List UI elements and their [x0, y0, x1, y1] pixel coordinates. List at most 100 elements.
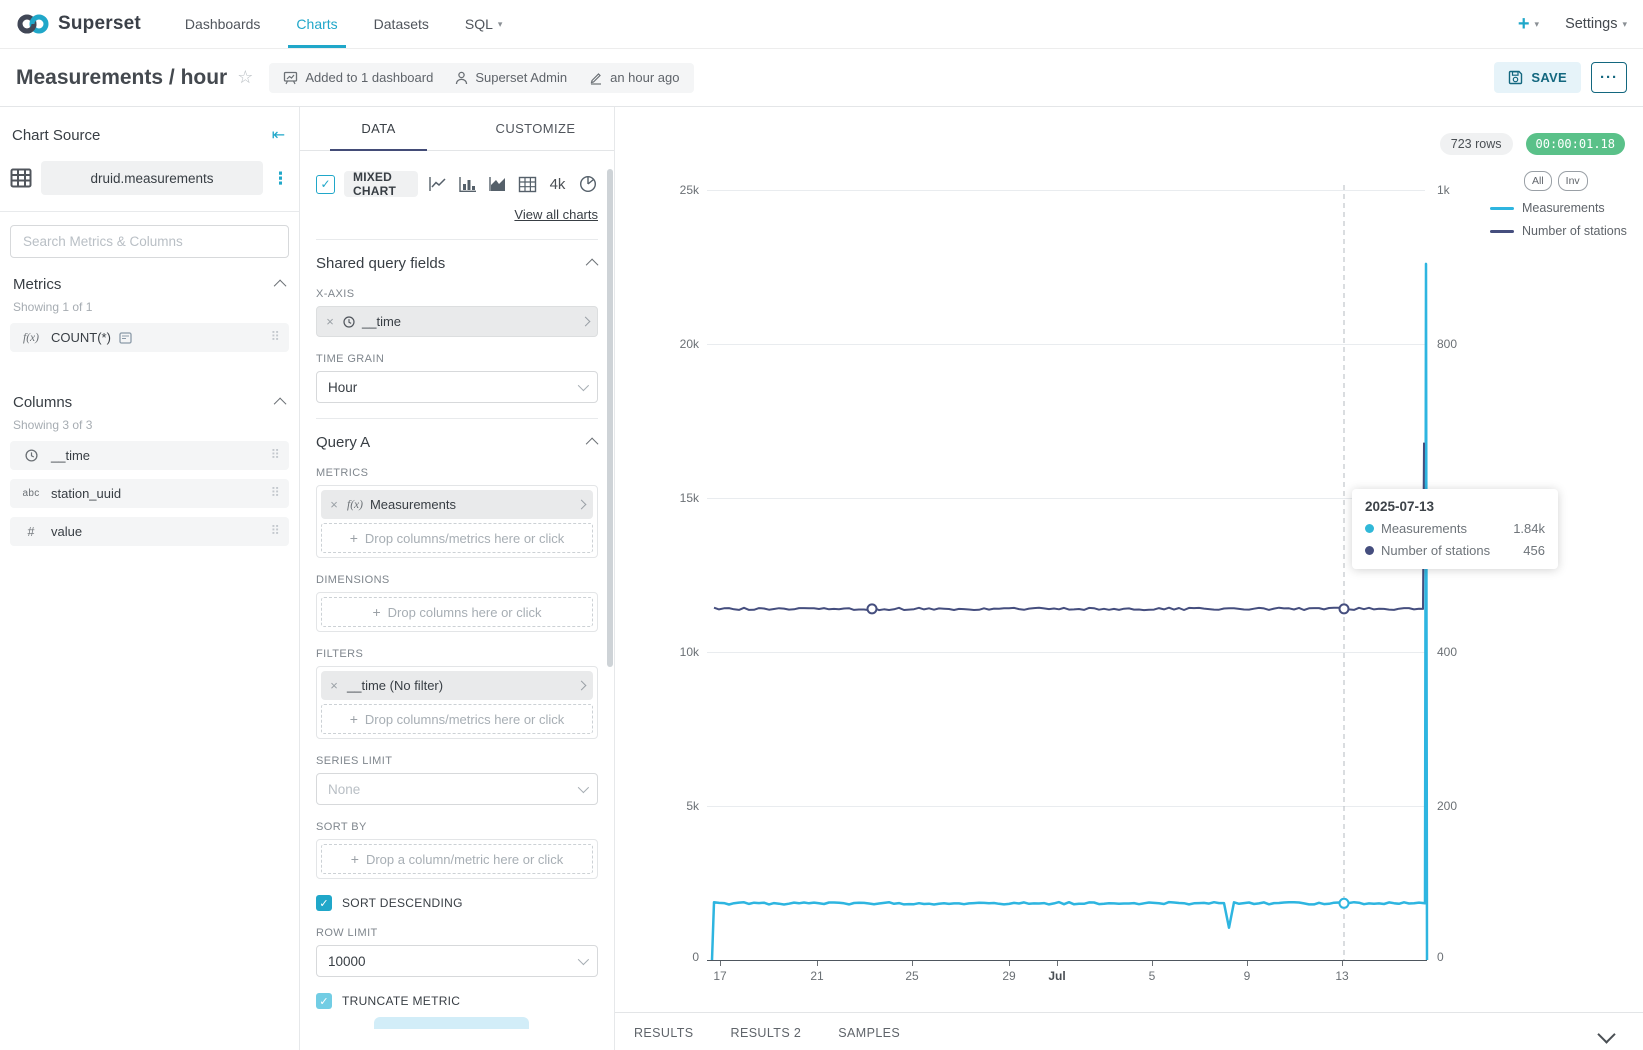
new-item-button[interactable]: + ▾	[1518, 13, 1539, 36]
x-axis-tick: 25	[905, 969, 919, 983]
controls-tabs: DATA CUSTOMIZE	[300, 107, 614, 151]
area-chart-icon[interactable]	[487, 174, 508, 194]
caret-down-icon: ▾	[497, 18, 503, 29]
y-axis-left-tick: 15k	[679, 491, 699, 505]
more-options-button[interactable]: ···	[1591, 62, 1627, 93]
x-axis-tick-month: Jul	[1048, 969, 1066, 983]
chevron-right-icon[interactable]	[573, 316, 597, 327]
search-box	[10, 225, 289, 258]
legend-item-number-of-stations[interactable]: Number of stations	[1490, 224, 1627, 238]
remove-icon[interactable]: ×	[326, 314, 334, 329]
legend-all-button[interactable]: All	[1524, 171, 1552, 191]
remove-icon[interactable]: ×	[330, 678, 338, 693]
time-grain-select[interactable]: Hour	[316, 371, 598, 403]
drag-handle[interactable]: ⠿	[270, 448, 280, 463]
nav-item-dashboards[interactable]: Dashboards	[184, 16, 261, 32]
y-axis-right-tick: 0	[1437, 950, 1444, 964]
dimensions-dropzone[interactable]: + Drop columns here or click	[321, 597, 593, 627]
remove-icon[interactable]: ×	[330, 497, 338, 512]
plus-icon: +	[372, 604, 381, 620]
favorite-star-icon[interactable]: ☆	[237, 67, 254, 87]
text-type-icon: abc	[22, 488, 40, 499]
chevron-up-icon[interactable]	[585, 437, 599, 451]
owner-meta: Superset Admin	[455, 70, 567, 85]
filter-value[interactable]: __time (No filter)	[347, 678, 444, 693]
sort-descending-label: SORT DESCENDING	[342, 896, 463, 910]
nav-item-datasets[interactable]: Datasets	[373, 16, 429, 32]
y-axis-left-tick: 0	[692, 950, 699, 964]
chevron-up-icon[interactable]	[585, 258, 599, 272]
query-a-title: Query A	[316, 434, 371, 451]
chevron-up-icon[interactable]	[273, 279, 287, 293]
column-item-time[interactable]: __time ⠿	[10, 441, 289, 470]
chart-meta: Added to 1 dashboard Superset Admin an h…	[269, 62, 694, 93]
x-axis-tick: 17	[713, 969, 727, 983]
pie-chart-icon[interactable]	[577, 174, 598, 194]
search-input[interactable]	[21, 233, 278, 250]
superset-brand[interactable]: Superset	[16, 0, 141, 48]
metric-item-count[interactable]: f(x) COUNT(*) ⠿	[10, 323, 289, 352]
chart-source-panel: Chart Source ⇤ druid.measurements ⋮ Metr…	[0, 107, 300, 1050]
x-tickmark	[720, 961, 721, 966]
metrics-dropzone[interactable]: + Drop columns/metrics here or click	[321, 523, 593, 553]
viz-selected-checkbox[interactable]: ✓	[316, 174, 335, 194]
controls-panel: DATA CUSTOMIZE ✓ MIXED CHART	[300, 107, 615, 1050]
sort-by-dropzone[interactable]: + Drop a column/metric here or click	[321, 844, 593, 874]
filters-dropzone[interactable]: + Drop columns/metrics here or click	[321, 704, 593, 734]
tab-results-2[interactable]: RESULTS 2	[730, 1026, 802, 1040]
legend-item-measurements[interactable]: Measurements	[1490, 201, 1627, 215]
y-axis-right-tick: 1k	[1437, 183, 1450, 197]
y-axis-left-tick: 5k	[686, 799, 699, 813]
column-item-station-uuid[interactable]: abc station_uuid ⠿	[10, 479, 289, 508]
chevron-right-icon[interactable]	[569, 499, 593, 510]
caret-down-icon: ▾	[1622, 18, 1627, 29]
drag-handle[interactable]: ⠿	[270, 486, 280, 501]
dimensions-control: + Drop columns here or click	[316, 592, 598, 632]
drag-handle[interactable]: ⠿	[270, 330, 280, 345]
metric-value[interactable]: f(x) Measurements	[347, 497, 456, 512]
view-all-charts-link[interactable]: View all charts	[514, 207, 598, 222]
tab-data[interactable]: DATA	[300, 107, 457, 151]
x-axis-value[interactable]: __time	[343, 314, 573, 329]
chevron-down-icon	[577, 953, 590, 966]
tooltip-row-measurements: Measurements 1.84k	[1365, 521, 1545, 536]
dataset-options-icon[interactable]: ⋮	[272, 168, 289, 188]
results-tabs: RESULTS RESULTS 2 SAMPLES	[634, 1026, 900, 1040]
viz-type-mixed-chart[interactable]: MIXED CHART	[344, 170, 418, 198]
bar-chart-icon[interactable]	[457, 174, 478, 194]
save-button[interactable]: SAVE	[1494, 62, 1581, 93]
drag-handle[interactable]: ⠿	[270, 524, 280, 539]
chevron-right-icon[interactable]	[569, 680, 593, 691]
tab-results[interactable]: RESULTS	[634, 1026, 694, 1040]
sort-descending-checkbox[interactable]: ✓	[316, 895, 332, 911]
tab-customize[interactable]: CUSTOMIZE	[495, 121, 576, 136]
settings-menu[interactable]: Settings ▾	[1565, 16, 1627, 32]
time-grain-label: TIME GRAIN	[316, 353, 385, 365]
nav-item-sql[interactable]: SQL ▾	[464, 16, 503, 32]
legend-inv-button[interactable]: Inv	[1557, 171, 1588, 191]
divider	[316, 418, 598, 419]
series-limit-select[interactable]: None	[316, 773, 598, 805]
metrics-count: Showing 1 of 1	[13, 300, 93, 314]
column-item-value[interactable]: # value ⠿	[10, 517, 289, 546]
gridline	[707, 344, 1425, 345]
results-pane-divider[interactable]	[615, 1012, 1643, 1013]
sort-by-control: + Drop a column/metric here or click	[316, 839, 598, 879]
row-count-badge: 723 rows	[1439, 133, 1513, 155]
row-limit-select[interactable]: 10000	[316, 945, 598, 977]
truncate-metric-checkbox[interactable]: ✓	[316, 993, 332, 1009]
line-chart-icon[interactable]	[427, 174, 448, 194]
scrollbar-thumb[interactable]	[607, 169, 613, 667]
nav-item-charts[interactable]: Charts	[278, 0, 355, 48]
table-icon[interactable]	[517, 174, 538, 194]
columns-section-title: Columns	[13, 394, 73, 411]
superset-logo-icon	[17, 14, 49, 34]
tab-samples[interactable]: SAMPLES	[838, 1026, 901, 1040]
chevron-up-icon[interactable]	[273, 397, 287, 411]
tooltip-sliver	[374, 1017, 529, 1029]
shared-query-fields-title: Shared query fields	[316, 255, 446, 272]
big-number-icon[interactable]: 4k	[549, 175, 566, 193]
timeseries-plot[interactable]	[615, 107, 1643, 1050]
function-icon: f(x)	[347, 498, 363, 511]
collapse-panel-icon[interactable]: ⇤	[271, 127, 285, 144]
